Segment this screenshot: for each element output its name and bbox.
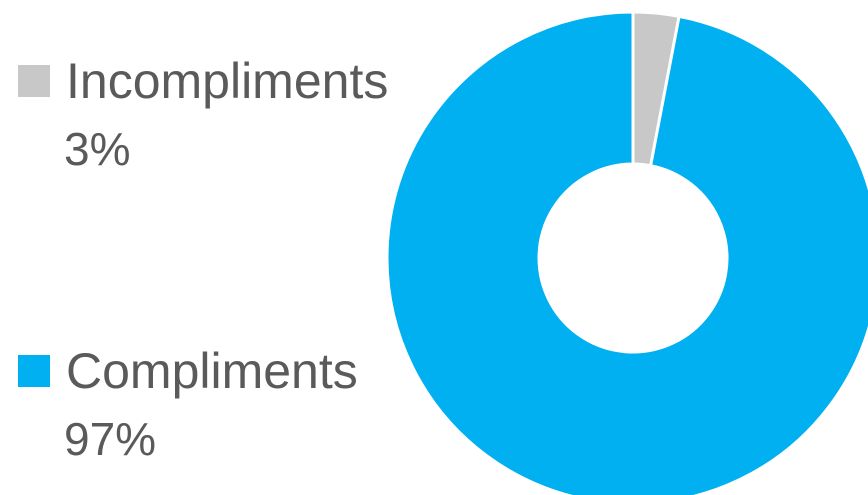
donut-slice-compliments [385, 10, 868, 495]
legend-entry-compliments: Compliments 97% [18, 346, 358, 462]
legend-percent-compliments: 97% [64, 413, 157, 465]
legend-label-incompliments: Incompliments [66, 53, 389, 109]
legend-swatch-compliments [18, 355, 50, 387]
legend-label-compliments: Compliments [66, 343, 358, 399]
legend-swatch-incompliments [18, 65, 50, 97]
legend-entry-incompliments: Incompliments 3% [18, 56, 388, 172]
legend-percent-incompliments: 3% [64, 123, 131, 175]
